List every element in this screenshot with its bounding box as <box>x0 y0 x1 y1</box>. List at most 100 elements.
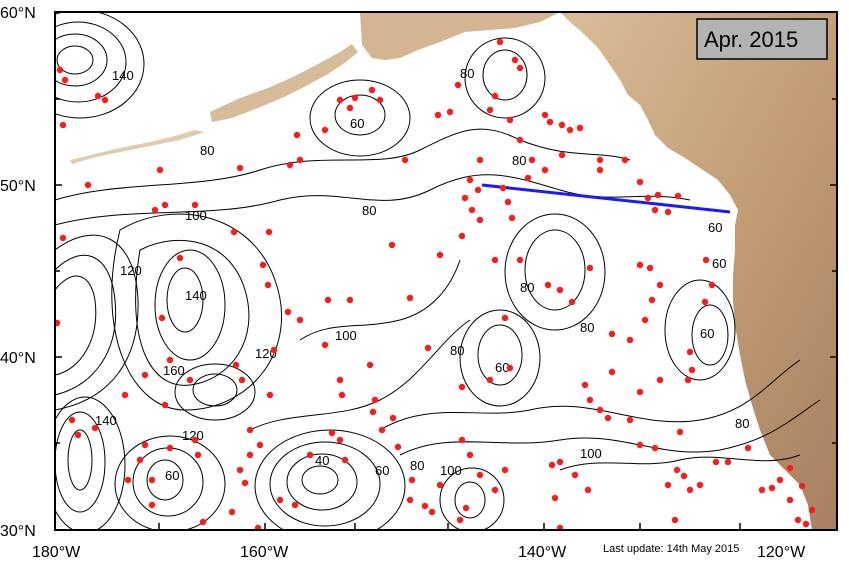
section-line <box>481 183 731 214</box>
float-marker <box>468 206 476 214</box>
float-marker <box>586 396 594 404</box>
float-marker <box>641 316 649 324</box>
contour-label: 160 <box>163 363 185 378</box>
float-marker <box>336 436 344 444</box>
float-marker <box>148 501 156 509</box>
float-marker <box>648 296 656 304</box>
float-marker <box>794 516 802 524</box>
float-marker <box>701 298 709 306</box>
float-marker <box>501 466 509 474</box>
float-marker <box>266 391 274 399</box>
float-marker <box>256 441 264 449</box>
float-marker <box>59 234 67 242</box>
float-marker <box>94 92 102 100</box>
contour-label: 60 <box>375 463 389 478</box>
float-marker <box>501 314 509 322</box>
float-marker <box>802 520 810 528</box>
float-marker <box>491 486 499 494</box>
contour-label: 100 <box>580 446 602 461</box>
float-marker <box>644 194 652 202</box>
float-marker <box>428 508 436 516</box>
float-marker <box>651 444 659 452</box>
float-marker <box>194 451 202 459</box>
contour-label: 140 <box>112 68 134 83</box>
float-marker <box>504 198 512 206</box>
float-marker <box>596 166 604 174</box>
float-marker <box>91 424 99 432</box>
float-marker <box>466 451 474 459</box>
float-marker <box>568 298 576 306</box>
float-marker <box>608 368 616 376</box>
float-marker <box>671 516 679 524</box>
contour-label: 40 <box>315 453 329 468</box>
float-marker <box>246 451 254 459</box>
float-marker <box>166 356 174 364</box>
float-marker <box>744 444 752 452</box>
float-marker <box>702 256 710 264</box>
date-box <box>696 18 828 60</box>
float-marker <box>406 294 414 302</box>
float-marker <box>586 264 594 272</box>
float-marker <box>306 451 314 459</box>
contour-label: 120 <box>182 428 204 443</box>
float-marker <box>786 496 794 504</box>
float-marker <box>232 361 240 369</box>
contour-label: 80 <box>200 143 214 158</box>
float-marker <box>551 494 559 502</box>
contour-label: 60 <box>708 220 722 235</box>
float-marker <box>626 336 634 344</box>
float-marker <box>486 376 494 384</box>
float-marker <box>511 56 519 64</box>
float-marker <box>228 508 236 516</box>
axis-ticks <box>55 98 837 530</box>
float-marker <box>238 376 246 384</box>
float-marker <box>558 151 566 159</box>
float-marker <box>276 496 284 504</box>
float-marker <box>254 524 262 530</box>
float-marker <box>528 156 536 164</box>
float-marker <box>346 296 354 304</box>
contour-label: 80 <box>735 416 749 431</box>
float-marker <box>462 504 470 512</box>
contour-label: 80 <box>580 320 594 335</box>
contour-label: 100 <box>335 328 357 343</box>
float-marker <box>376 96 384 104</box>
float-marker <box>236 164 244 172</box>
float-marker <box>406 496 414 504</box>
float-marker <box>636 178 644 186</box>
float-marker <box>458 232 466 240</box>
float-marker <box>436 481 444 489</box>
float-marker <box>241 479 249 487</box>
lat-label-60n: 60°N <box>0 5 36 22</box>
float-marker <box>336 376 344 384</box>
float-marker <box>351 94 359 102</box>
contour-label: 60 <box>700 326 714 341</box>
float-marker <box>581 381 589 389</box>
lon-label-180w: 180°W <box>32 544 81 561</box>
float-marker <box>199 518 207 526</box>
float-marker <box>776 476 784 484</box>
float-marker <box>151 206 159 214</box>
float-marker <box>346 104 354 112</box>
float-marker <box>148 476 156 484</box>
float-marker <box>486 106 494 114</box>
float-marker <box>461 194 469 202</box>
contour-label: 120 <box>120 263 142 278</box>
float-marker <box>456 516 464 524</box>
contour-label-group: 140 140 160 120 120 140 60 40 60 80 100 … <box>95 66 749 483</box>
float-marker <box>541 111 549 119</box>
float-marker <box>566 126 574 134</box>
float-marker <box>516 64 524 72</box>
float-marker <box>161 401 169 409</box>
float-marker <box>141 441 149 449</box>
contour-label: 80 <box>460 66 474 81</box>
contour-label: 80 <box>410 458 424 473</box>
float-marker <box>636 261 644 269</box>
contour-label: 80 <box>512 153 526 168</box>
float-marker <box>768 484 776 492</box>
float-marker <box>286 161 294 169</box>
contour-label: 80 <box>450 343 464 358</box>
float-marker <box>324 296 332 304</box>
float-marker <box>758 486 766 494</box>
